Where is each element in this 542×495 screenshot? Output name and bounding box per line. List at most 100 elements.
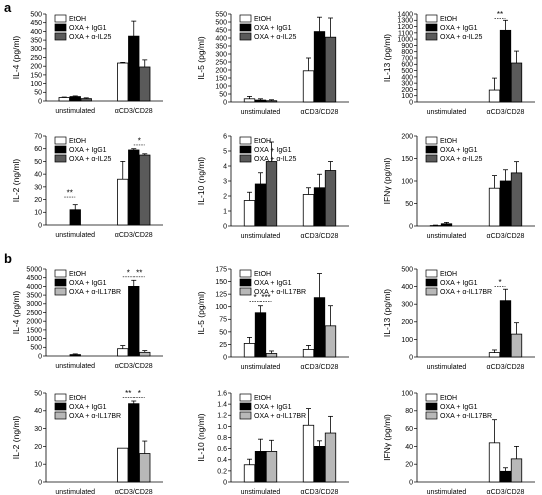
bar: [499, 180, 512, 227]
y-tick-label: 200: [401, 87, 413, 94]
category-label: αCD3/CD28: [301, 109, 339, 116]
y-tick-label: 300: [215, 51, 227, 58]
y-tick-label: 0: [223, 354, 227, 361]
y-tick-label: 2: [223, 193, 227, 200]
bar: [254, 183, 267, 227]
legend-label: OXA + α-IL17BR: [69, 289, 121, 296]
bar: [265, 353, 278, 358]
y-tick-label: 1.4: [217, 402, 227, 409]
y-tick-label: 500: [401, 68, 413, 75]
y-tick-label: 1300: [397, 18, 413, 25]
y-tick-label: 400: [30, 29, 42, 36]
y-tick-label: 4500: [26, 275, 42, 282]
legend-swatch: [239, 269, 252, 278]
legend-swatch: [425, 402, 438, 411]
legend-swatch: [239, 145, 252, 154]
y-tick-label: 40: [34, 172, 42, 179]
category-label: αCD3/CD28: [487, 489, 525, 495]
category-label: αCD3/CD28: [115, 363, 153, 370]
y-tick-label: 1400: [397, 11, 413, 18]
legend-label: EtOH: [254, 138, 271, 145]
bar: [499, 300, 512, 358]
y-tick-label: 200: [401, 319, 413, 326]
category-label: unstimulated: [427, 233, 467, 240]
bar: [69, 96, 81, 102]
y-axis-label: IL-10 (ng/ml): [196, 157, 206, 205]
legend-label: OXA + α-IL25: [69, 156, 111, 163]
legend-label: OXA + IgG1: [69, 280, 107, 287]
bar: [510, 62, 523, 103]
bar: [440, 223, 453, 227]
panel-label-a: a: [4, 0, 12, 15]
y-tick-label: 40: [34, 408, 42, 415]
legend-swatch: [425, 23, 438, 32]
y-tick-label: 75: [219, 317, 227, 324]
y-axis-label: IL-2 (ng/ml): [11, 159, 21, 203]
y-tick-label: 450: [215, 27, 227, 34]
y-tick-label: 20: [34, 444, 42, 451]
legend-label: OXA + α-IL25: [440, 156, 482, 163]
bar: [510, 458, 523, 483]
legend-label: OXA + α-IL17BR: [254, 289, 306, 296]
legend-swatch: [54, 402, 67, 411]
y-tick-label: 50: [34, 90, 42, 97]
y-tick-label: 500: [30, 345, 42, 352]
y-tick-label: 150: [401, 156, 413, 163]
legend-label: OXA + IgG1: [440, 404, 478, 411]
category-label: αCD3/CD28: [115, 232, 153, 239]
y-tick-label: 0: [38, 353, 42, 360]
bar: [488, 187, 501, 227]
y-tick-label: 3000: [26, 301, 42, 308]
y-tick-label: 0: [409, 99, 413, 106]
category-label: αCD3/CD28: [115, 489, 153, 495]
bar: [128, 403, 140, 483]
bar: [499, 29, 512, 103]
bar: [488, 89, 501, 103]
y-tick-label: 150: [215, 75, 227, 82]
legend-swatch: [54, 393, 67, 402]
y-tick-label: 100: [401, 337, 413, 344]
category-label: unstimulated: [55, 363, 95, 370]
y-tick-label: 20: [34, 197, 42, 204]
bar: [128, 35, 140, 102]
chart-5: 0 1 2 3 4 5 6 IL-10 (ng/ml) unstimulated αCD3/CD2…: [196, 133, 349, 240]
y-axis-label: IL-5 (pg/ml): [196, 291, 206, 335]
bar: [117, 62, 129, 102]
legend-label: OXA + α-IL17BR: [440, 289, 492, 296]
y-axis-label: IFNγ (pg/ml): [382, 414, 392, 461]
legend-label: OXA + IgG1: [254, 280, 292, 287]
bar: [80, 98, 92, 102]
y-tick-label: 400: [401, 74, 413, 81]
y-tick-label: 350: [215, 43, 227, 50]
y-tick-label: 500: [215, 19, 227, 26]
y-tick-label: 100: [401, 93, 413, 100]
y-tick-label: 2500: [26, 310, 42, 317]
y-tick-label: 800: [401, 49, 413, 56]
bar: [139, 453, 151, 483]
chart-4: 0 10 20 30 40 50 60 70 IL-2 (ng/ml) unstimulated α…: [11, 133, 163, 239]
bar: [128, 149, 140, 226]
legend-swatch: [54, 154, 67, 163]
y-axis-label: IL-4 (pg/ml): [11, 36, 21, 80]
y-tick-label: 150: [215, 279, 227, 286]
legend-swatch: [425, 32, 438, 41]
significance-label: **: [136, 268, 142, 277]
y-tick-label: 0.2: [217, 468, 227, 475]
legend-label: EtOH: [440, 16, 457, 23]
y-tick-label: 10: [34, 462, 42, 469]
legend-label: EtOH: [440, 271, 457, 278]
chart-9: 0 100 200 300 400 500 IL-13 (pg/ml) unstimulate…: [382, 266, 535, 371]
category-label: αCD3/CD28: [115, 108, 153, 115]
y-tick-label: 1000: [26, 336, 42, 343]
legend-label: EtOH: [69, 16, 86, 23]
significance-label: **: [125, 389, 131, 398]
significance-label: *: [138, 136, 141, 145]
y-tick-label: 350: [30, 38, 42, 45]
legend-swatch: [425, 154, 438, 163]
category-label: αCD3/CD28: [301, 364, 339, 371]
y-tick-label: 3500: [26, 293, 42, 300]
category-label: αCD3/CD28: [487, 109, 525, 116]
legend-swatch: [54, 411, 67, 420]
